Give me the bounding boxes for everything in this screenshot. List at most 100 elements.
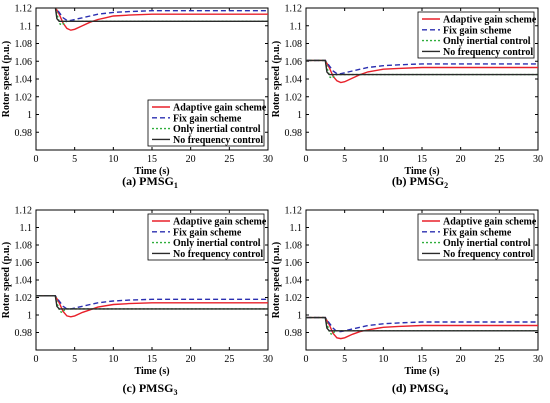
y-tick-label: 0.98 — [15, 328, 33, 339]
y-tick-label: 1.12 — [15, 4, 33, 15]
caption-subscript: 2 — [444, 181, 448, 190]
x-tick-label: 5 — [342, 154, 347, 165]
series-line-1 — [36, 295, 268, 318]
x-tick-label: 25 — [224, 354, 234, 365]
y-tick-label: 0.98 — [285, 328, 303, 339]
y-tick-label: 1.06 — [285, 258, 303, 269]
x-tick-label: 15 — [147, 154, 157, 165]
chart-panel-4: 0.98 1 1.02 1.04 1.06 1.08 1.1 1.12 0 5 10 15 20 25 30… — [271, 206, 543, 398]
x-tick-label: 5 — [72, 154, 77, 165]
x-tick-label: 20 — [186, 354, 196, 365]
y-tick-label: 1.06 — [15, 258, 33, 269]
y-tick-label: 1.04 — [15, 276, 33, 287]
series-line-2 — [36, 295, 268, 310]
y-tick-label: 1 — [27, 311, 32, 322]
series-line-2 — [306, 59, 538, 75]
legend-label: No frequency control — [173, 249, 263, 260]
panel-caption: (b) PMSG2 — [392, 174, 448, 190]
x-tick-label: 20 — [186, 154, 196, 165]
y-tick-label: 1 — [27, 110, 32, 121]
legend-label: Fix gain scheme — [443, 227, 512, 238]
series-line-1 — [306, 59, 538, 84]
legend-label: Adaptive gain scheme — [443, 15, 537, 26]
x-tick-label: 5 — [342, 354, 347, 365]
x-tick-label: 15 — [147, 354, 157, 365]
x-tick-label: 30 — [263, 154, 273, 165]
panel-caption: (a) PMSG1 — [122, 174, 178, 190]
x-tick-label: 20 — [456, 154, 466, 165]
panel-caption: (c) PMSG3 — [123, 381, 178, 397]
caption-text: (b) PMSG — [392, 174, 444, 188]
y-tick-label: 1.06 — [15, 57, 33, 68]
x-tick-label: 15 — [417, 154, 427, 165]
series-line-4 — [36, 295, 268, 310]
legend-label: No frequency control — [173, 135, 263, 146]
x-tick-label: 0 — [304, 154, 309, 165]
series-line-4 — [54, 8, 268, 22]
y-tick-label: 1.08 — [15, 241, 33, 252]
x-tick-label: 30 — [533, 154, 543, 165]
series-line-1 — [54, 8, 268, 31]
x-axis-label: Time (s) — [404, 366, 439, 377]
y-tick-label: 1.12 — [15, 206, 33, 217]
y-tick-label: 1.02 — [285, 293, 303, 304]
y-axis-label: Rotor speed (p.u.) — [1, 41, 12, 117]
series-line-4 — [306, 316, 538, 332]
legend-label: No frequency control — [443, 249, 533, 260]
y-tick-label: 1.02 — [15, 92, 33, 103]
y-tick-label: 1.02 — [285, 92, 303, 103]
x-tick-label: 0 — [34, 354, 39, 365]
x-tick-label: 0 — [304, 354, 309, 365]
y-tick-label: 1 — [297, 110, 302, 121]
x-tick-label: 25 — [494, 154, 504, 165]
legend-label: Adaptive gain scheme — [173, 217, 267, 228]
chart-panel-3: 0.98 1 1.02 1.04 1.06 1.08 1.1 1.12 0 5 10 15 20 25 30… — [1, 206, 273, 398]
x-tick-label: 25 — [494, 354, 504, 365]
y-tick-label: 1.08 — [15, 39, 33, 50]
series-line-1 — [306, 316, 538, 340]
y-tick-label: 1.04 — [15, 75, 33, 86]
x-axis-label: Time (s) — [134, 366, 169, 377]
series-line-2 — [306, 316, 538, 333]
x-tick-label: 5 — [72, 354, 77, 365]
y-tick-label: 1.1 — [20, 21, 33, 32]
y-axis-label: Rotor speed (p.u.) — [271, 242, 282, 318]
y-tick-label: 1.1 — [290, 21, 303, 32]
x-tick-label: 10 — [378, 354, 388, 365]
legend-label: Adaptive gain scheme — [173, 103, 267, 114]
x-tick-label: 30 — [263, 354, 273, 365]
chart-panel-2: 0.98 1 1.02 1.04 1.06 1.08 1.1 1.12 0 5 10 15 20 25 30… — [271, 4, 543, 191]
y-tick-label: 1.08 — [285, 39, 303, 50]
y-tick-label: 1.12 — [285, 206, 303, 217]
x-tick-label: 30 — [533, 354, 543, 365]
y-tick-label: 1 — [297, 311, 302, 322]
caption-subscript: 1 — [174, 181, 178, 190]
legend-label: Adaptive gain scheme — [443, 217, 537, 228]
caption-text: (d) PMSG — [392, 381, 444, 395]
legend-label: Only inertial control — [173, 124, 261, 135]
x-tick-label: 15 — [417, 354, 427, 365]
y-tick-label: 1.04 — [285, 276, 303, 287]
legend-label: Fix gain scheme — [173, 227, 242, 238]
x-tick-label: 25 — [224, 154, 234, 165]
series-line-2 — [55, 8, 268, 22]
x-axis-label: Time (s) — [134, 166, 169, 177]
y-tick-label: 0.98 — [15, 128, 33, 139]
caption-subscript: 4 — [444, 388, 448, 397]
panel-caption: (d) PMSG4 — [392, 381, 448, 397]
x-tick-label: 0 — [34, 154, 39, 165]
legend-label: Only inertial control — [173, 238, 261, 249]
caption-text: (c) PMSG — [123, 381, 174, 395]
legend-label: Fix gain scheme — [173, 113, 242, 124]
chart-panel-1: 0.98 1 1.02 1.04 1.06 1.08 1.1 1.12 0 5 10 15 20 25 30… — [1, 4, 273, 191]
legend-label: Only inertial control — [443, 238, 531, 249]
x-tick-label: 20 — [456, 354, 466, 365]
y-tick-label: 1.06 — [285, 57, 303, 68]
x-tick-label: 10 — [108, 354, 118, 365]
y-tick-label: 1.04 — [285, 75, 303, 86]
